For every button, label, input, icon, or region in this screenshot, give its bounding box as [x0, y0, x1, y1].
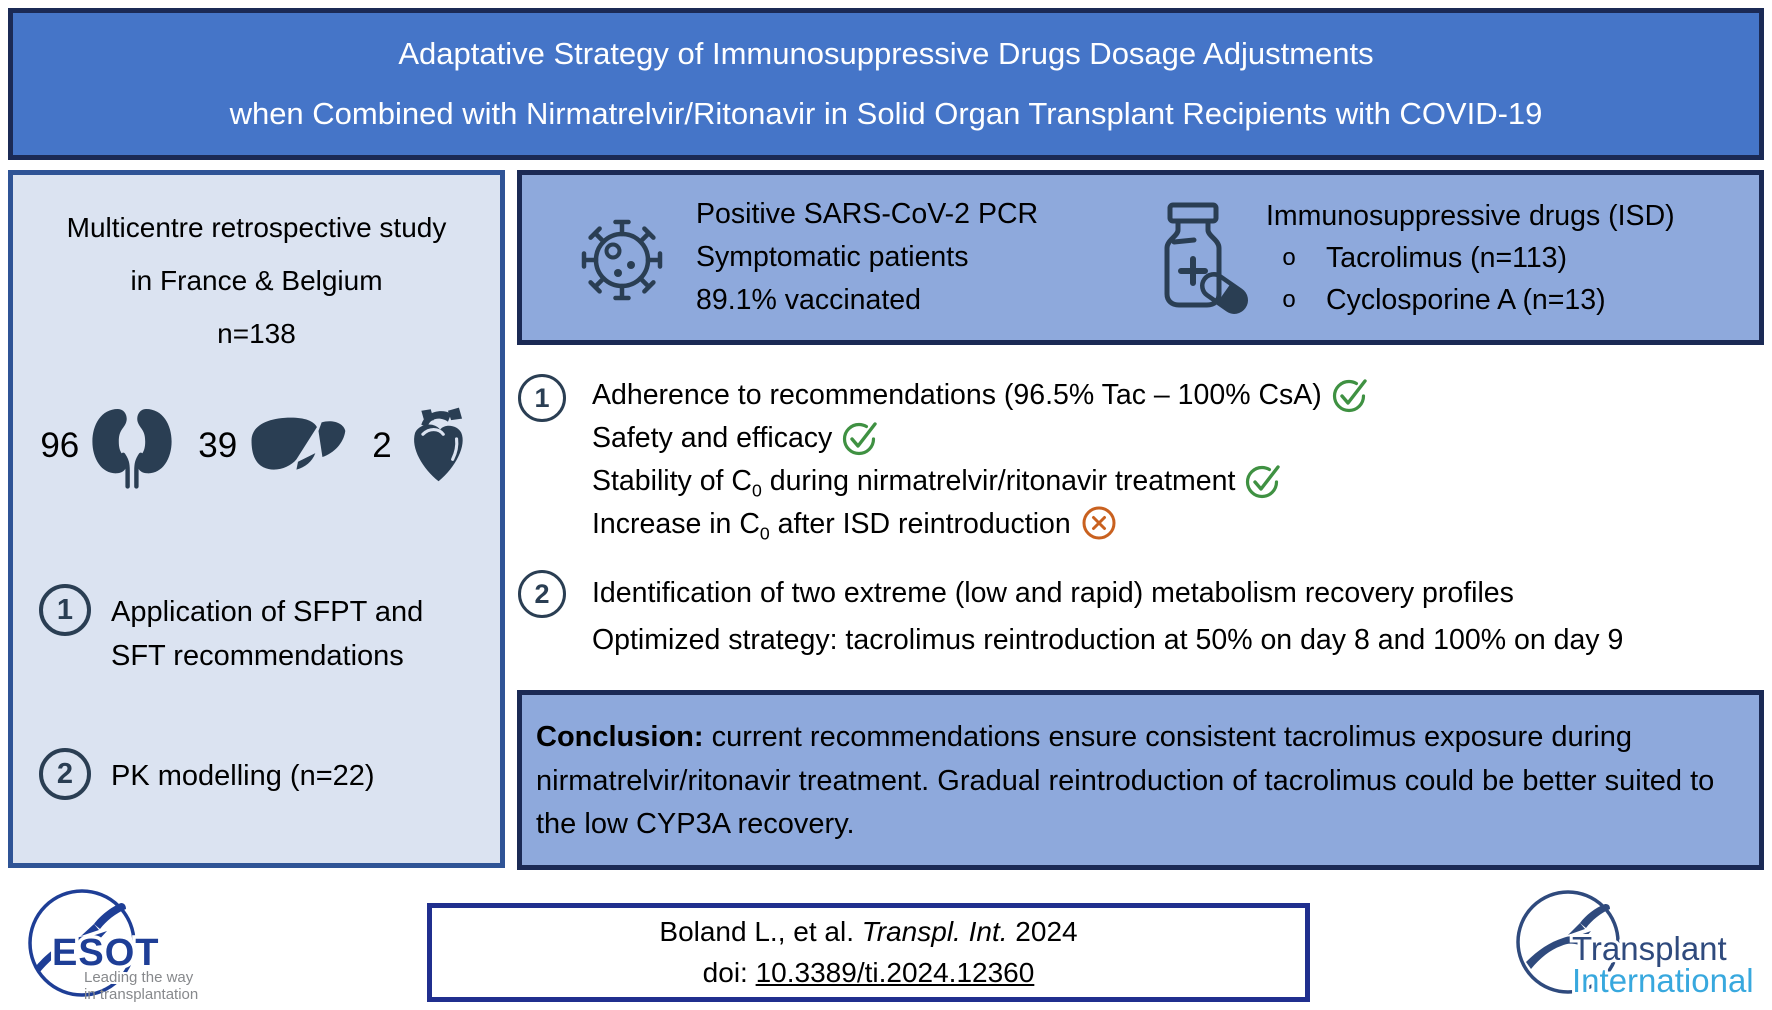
kidney-count: 96	[40, 426, 80, 465]
bullet-marker: o	[1282, 285, 1296, 313]
finding-optimized-strategy: Optimized strategy: tacrolimus reintrodu…	[592, 624, 1624, 656]
cross-icon	[1082, 506, 1116, 540]
finding-increase-post: after ISD reintroduction	[777, 508, 1071, 540]
finding-stability-post: during nirmatrelvir/ritonavir treatment	[769, 465, 1236, 497]
finding-safety: Safety and efficacy	[592, 417, 1370, 460]
step-2-label: PK modelling (n=22)	[111, 760, 375, 792]
study-sample-size: n=138	[217, 318, 296, 349]
study-step-1: 1 Application of SFPT and SFT recommenda…	[39, 584, 500, 678]
transplant-international-logo: Transplant International	[1516, 884, 1761, 1009]
study-heading: Multicentre retrospective study in Franc…	[13, 201, 500, 360]
check-icon	[1332, 379, 1367, 413]
study-step-2: 2 PK modelling (n=22)	[39, 748, 500, 800]
isd-bullet-cyclosporine: o Cyclosporine A (n=13)	[1266, 279, 1675, 321]
citation-year: 2024	[1015, 916, 1078, 948]
finding-safety-text: Safety and efficacy	[592, 422, 833, 454]
heart-count: 2	[372, 426, 392, 465]
medication-bottle-icon	[1140, 199, 1252, 317]
esot-tagline-line1: Leading the way	[84, 969, 194, 986]
esot-tagline-line2: in transplantation	[84, 986, 198, 1003]
finding-increase: Increase in C0 after ISD reintroduction	[592, 503, 1370, 546]
isd-cyclosporine-label: Cyclosporine A (n=13)	[1326, 283, 1606, 316]
liver-count: 39	[198, 426, 238, 465]
finding-2: 2 Identification of two extreme (low and…	[518, 570, 1623, 664]
coronavirus-icon	[572, 208, 672, 308]
conclusion-text: current recommendations ensure consisten…	[536, 721, 1715, 840]
title-line-1: Adaptative Strategy of Immunosuppressive…	[398, 36, 1374, 72]
organ-counts: 96 39 2	[13, 400, 500, 492]
covid-line-symptomatic: Symptomatic patients	[696, 241, 969, 273]
isd-tacrolimus-label: Tacrolimus (n=113)	[1326, 241, 1568, 274]
finding-1: 1 Adherence to recommendations (96.5% Ta…	[518, 374, 1370, 546]
heart-icon	[413, 407, 463, 482]
citation-journal: Transpl. Int.	[861, 916, 1008, 948]
citation-reference: Boland L., et al. Transpl. Int. 2024	[659, 916, 1077, 948]
doi-label: doi:	[702, 956, 748, 988]
covid-line-vaccinated: 89.1% vaccinated	[696, 284, 921, 316]
citation-box: Boland L., et al. Transpl. Int. 2024 doi…	[427, 903, 1310, 1002]
covid-status-text: Positive SARS-CoV-2 PCR Symptomatic pati…	[696, 193, 1076, 322]
bullet-marker: o	[1282, 243, 1296, 271]
finding-stability: Stability of C0 during nirmatrelvir/rito…	[592, 460, 1370, 503]
covid-line-pcr: Positive SARS-CoV-2 PCR	[696, 198, 1039, 230]
c0-subscript: 0	[751, 480, 762, 501]
kidney-icon	[92, 409, 172, 489]
check-icon	[1246, 465, 1281, 499]
step-1-badge: 1	[39, 584, 91, 636]
liver-icon	[251, 417, 346, 470]
step-2-badge: 2	[39, 748, 91, 800]
title-line-2: when Combined with Nirmatrelvir/Ritonavi…	[229, 95, 1543, 131]
study-panel: Multicentre retrospective study in Franc…	[8, 170, 505, 868]
liver-transplants: 39	[198, 411, 350, 481]
isd-bullet-tacrolimus: o Tacrolimus (n=113)	[1266, 237, 1675, 279]
finding-profiles: Identification of two extreme (low and r…	[592, 577, 1514, 609]
ti-wordmark-line2: International	[1572, 962, 1754, 999]
cohort-panel: Positive SARS-CoV-2 PCR Symptomatic pati…	[517, 170, 1764, 345]
kidney-transplants: 96	[40, 400, 176, 492]
doi-link[interactable]: 10.3389/ti.2024.12360	[755, 956, 1035, 988]
conclusion-panel: Conclusion: current recommendations ensu…	[517, 690, 1764, 870]
study-heading-line2: in France & Belgium	[130, 265, 383, 296]
c0-subscript: 0	[759, 523, 770, 544]
finding-adherence: Adherence to recommendations (96.5% Tac …	[592, 374, 1370, 417]
study-heading-line1: Multicentre retrospective study	[66, 212, 447, 243]
conclusion-label: Conclusion:	[536, 721, 704, 753]
touching-hands-icon	[1526, 904, 1610, 969]
citation-doi: doi: 10.3389/ti.2024.12360	[703, 957, 1035, 989]
citation-authors: Boland L., et al.	[659, 916, 854, 948]
esot-wordmark: ESOT	[52, 932, 159, 974]
ti-circle	[1516, 890, 1620, 994]
isd-text: Immunosuppressive drugs (ISD) o Tacrolim…	[1266, 195, 1675, 321]
finding-increase-pre: Increase in C	[592, 508, 760, 540]
finding-stability-pre: Stability of C	[592, 465, 752, 497]
esot-logo: ESOT Leading the way in transplantation	[26, 880, 236, 1010]
isd-heading: Immunosuppressive drugs (ISD)	[1266, 199, 1675, 232]
finding-2-badge: 2	[518, 570, 566, 618]
esot-circle	[28, 889, 136, 997]
touching-hands-icon	[36, 903, 126, 972]
ti-wordmark-line1: Transplant	[1572, 930, 1727, 967]
heart-transplants: 2	[372, 402, 472, 490]
check-icon	[843, 422, 877, 456]
step-1-label: Application of SFPT and SFT recommendati…	[111, 596, 424, 672]
finding-1-badge: 1	[518, 374, 566, 422]
finding-adherence-text: Adherence to recommendations (96.5% Tac …	[592, 379, 1322, 411]
title-banner: Adaptative Strategy of Immunosuppressive…	[8, 8, 1764, 160]
